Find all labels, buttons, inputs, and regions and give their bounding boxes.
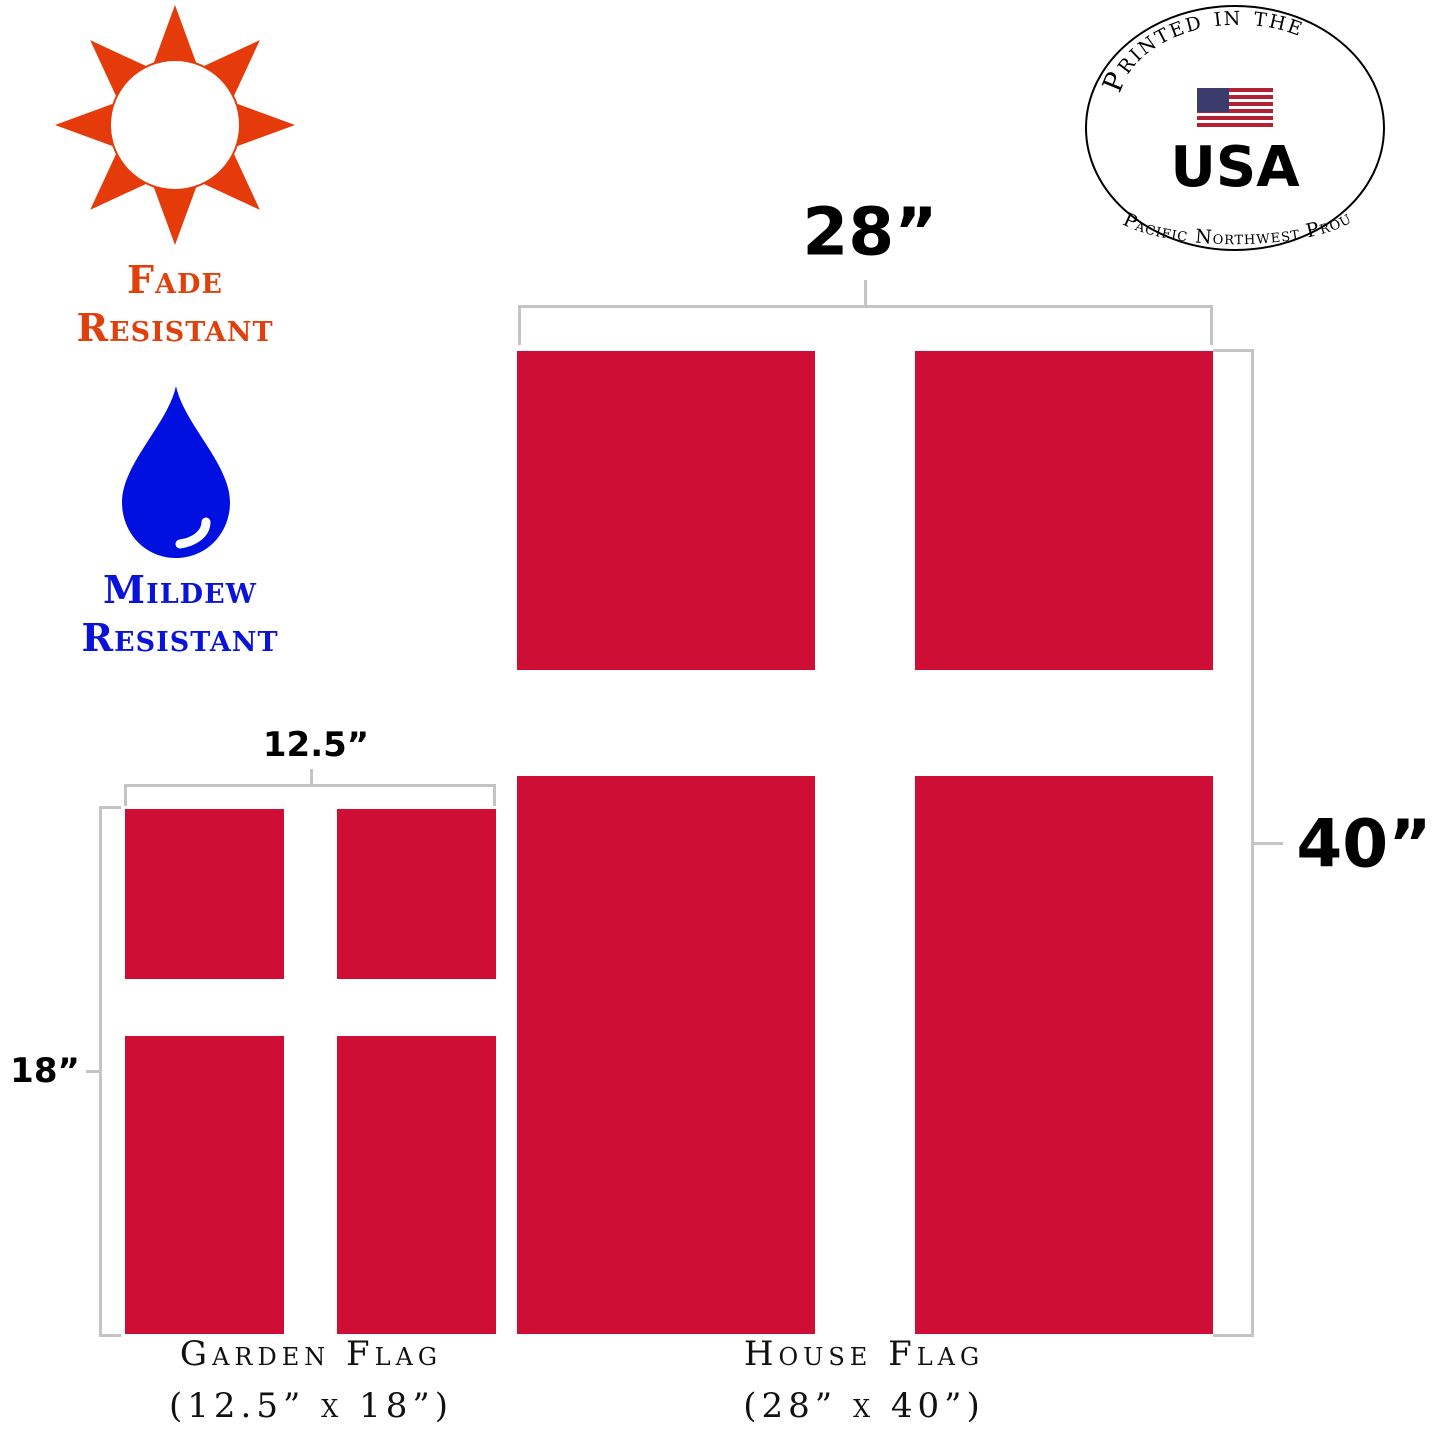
garden-flag-title: Garden Flag — [179, 1334, 443, 1374]
fade-label-line1: Fade — [127, 257, 223, 302]
bracket-tick — [1213, 349, 1253, 352]
bracket-tick — [493, 784, 496, 806]
house-flag-bottom-hoist — [517, 776, 815, 1334]
house-flag-bottom-fly — [915, 776, 1213, 1334]
garden-flag-caption: Garden Flag (12.5” x 18”) — [169, 1328, 453, 1432]
garden-flag-size: (12.5” x 18”) — [169, 1386, 453, 1426]
house-width-bracket — [518, 305, 1213, 308]
bracket-tick — [1210, 305, 1213, 345]
garden-width-bracket — [124, 784, 496, 787]
house-flag-canton — [517, 351, 815, 670]
us-flag-icon — [1197, 88, 1273, 130]
garden-flag-bottom-fly — [337, 1036, 496, 1334]
bracket-tick — [310, 769, 313, 785]
mildew-label-line2: Resistant — [81, 615, 279, 660]
mildew-label-line1: Mildew — [103, 567, 257, 612]
house-width-label: 28” — [802, 193, 938, 271]
garden-flag-canton — [125, 809, 284, 979]
mildew-resistant-label: Mildew Resistant — [81, 566, 278, 662]
bracket-tick — [864, 280, 867, 306]
usa-seal: Printed in the USA Pacific Northwest Pro… — [1080, 2, 1385, 251]
house-flag-size: (28” x 40”) — [743, 1386, 985, 1426]
fade-resistant-label: Fade Resistant — [76, 256, 273, 352]
bracket-tick — [518, 305, 521, 345]
garden-height-label: 18” — [10, 1051, 80, 1091]
water-drop-icon — [122, 386, 230, 558]
bracket-tick — [99, 806, 121, 809]
bracket-tick — [99, 1334, 121, 1337]
garden-height-bracket — [99, 806, 102, 1337]
bracket-tick — [124, 784, 127, 806]
house-flag-caption: House Flag (28” x 40”) — [743, 1328, 985, 1432]
bracket-tick — [86, 1070, 100, 1073]
bracket-tick — [1253, 842, 1283, 845]
house-height-label: 40” — [1296, 805, 1432, 883]
garden-flag-bottom-hoist — [125, 1036, 284, 1334]
sun-icon — [55, 5, 295, 245]
garden-width-label: 12.5” — [262, 725, 370, 765]
house-flag-top-fly — [915, 351, 1213, 670]
garden-flag-top-fly — [337, 809, 496, 979]
fade-label-line2: Resistant — [76, 305, 274, 350]
house-height-bracket — [1251, 349, 1254, 1337]
house-flag-title: House Flag — [743, 1334, 985, 1374]
bracket-tick — [1213, 1334, 1253, 1337]
seal-main-text: USA — [1170, 135, 1300, 200]
